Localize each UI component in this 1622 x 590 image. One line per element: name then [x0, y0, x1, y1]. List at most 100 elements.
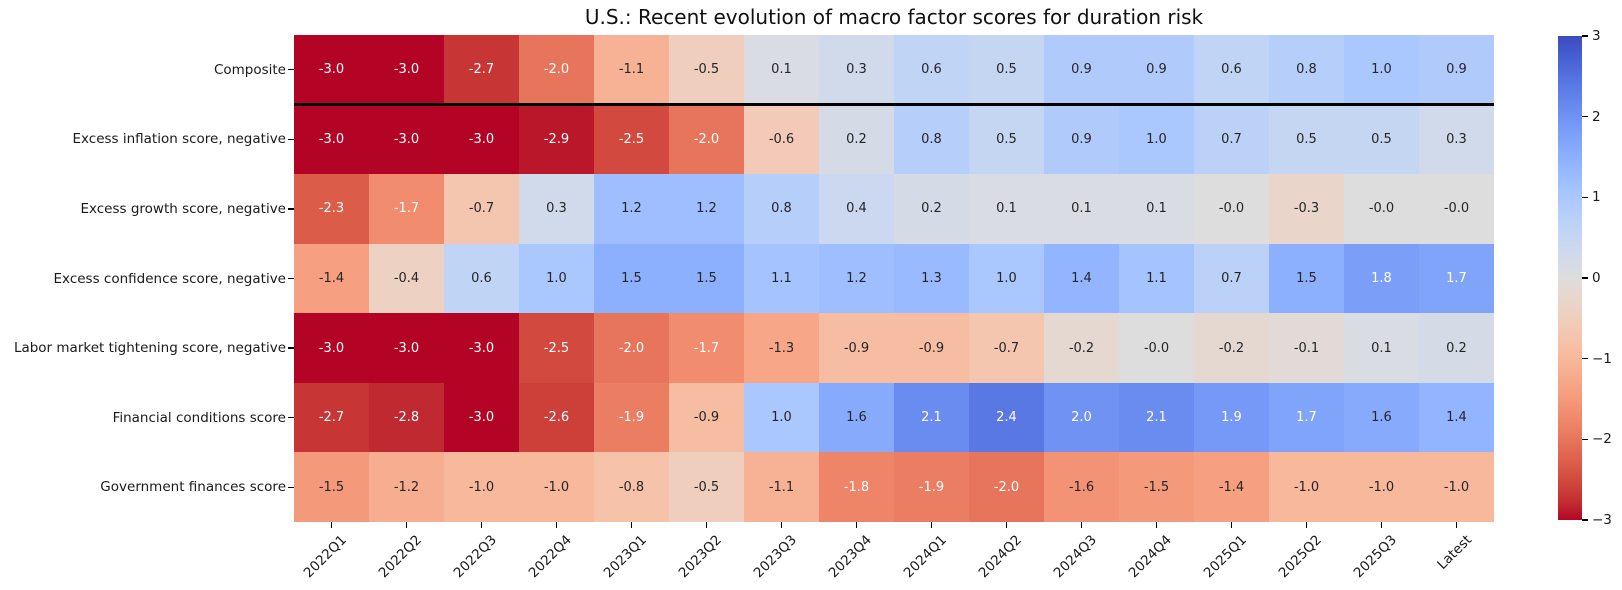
heatmap-cell: -0.0	[1419, 174, 1494, 244]
cell-value: -3.0	[318, 340, 345, 356]
cell-value: -0.9	[843, 340, 870, 356]
cell-value: 0.2	[1446, 340, 1467, 356]
cell-value: -3.0	[318, 131, 345, 147]
heatmap-cell: -2.9	[519, 104, 594, 175]
cell-value: -1.0	[1293, 479, 1320, 495]
cell-value: -2.6	[543, 410, 570, 426]
x-tick-mark	[1155, 522, 1158, 528]
x-tick-label: 2022Q4	[525, 532, 575, 582]
y-tick-mark	[288, 208, 294, 210]
cell-value: -3.0	[468, 340, 495, 356]
heatmap-cell: -2.7	[294, 382, 369, 453]
cell-value: -0.0	[1143, 340, 1170, 356]
heatmap-cell: -0.2	[1044, 313, 1119, 383]
heatmap-cell: 0.1	[1044, 174, 1119, 244]
cell-value: 1.2	[696, 201, 717, 217]
cell-value: -2.5	[543, 340, 570, 356]
colorbar-tick-mark	[1582, 357, 1588, 360]
composite-separator-line	[294, 103, 1494, 107]
heatmap-cell: -2.6	[519, 382, 594, 453]
x-tick-mark	[1005, 522, 1008, 528]
heatmap-cell: -2.8	[369, 382, 444, 453]
cell-value: -1.5	[1143, 479, 1170, 495]
cell-value: 0.3	[546, 201, 567, 217]
heatmap-cell: 1.0	[744, 382, 819, 453]
x-tick-mark	[855, 522, 858, 528]
heatmap-cell: 0.1	[1344, 313, 1419, 383]
cell-value: -1.2	[393, 479, 420, 495]
cell-value: -0.9	[693, 410, 720, 426]
cell-value: 1.5	[1296, 270, 1317, 286]
cell-value: 0.9	[1071, 62, 1092, 78]
heatmap-cell: 1.5	[669, 243, 744, 314]
cell-value: -0.6	[768, 131, 795, 147]
heatmap-cell: 1.8	[1344, 243, 1419, 314]
colorbar-tick-mark	[1582, 519, 1588, 521]
heatmap-cell: -3.0	[294, 313, 369, 383]
cell-value: 1.3	[921, 270, 942, 286]
cell-value: 2.1	[921, 410, 942, 426]
y-tick-mark	[288, 416, 294, 419]
heatmap-cell: -3.0	[369, 104, 444, 175]
y-tick-mark	[288, 347, 294, 349]
x-tick-mark	[1080, 522, 1083, 528]
heatmap-cell: 0.3	[819, 35, 894, 105]
cell-value: 1.4	[1071, 270, 1092, 286]
cell-value: -0.7	[468, 201, 495, 217]
cell-value: -0.1	[1293, 340, 1320, 356]
heatmap-cell: 0.2	[1419, 313, 1494, 383]
heatmap-cell: 0.8	[894, 104, 969, 175]
cell-value: 0.1	[1146, 201, 1167, 217]
cell-value: -1.0	[1443, 479, 1470, 495]
colorbar-tick-label: −3	[1592, 512, 1612, 528]
heatmap-cell: -1.0	[1269, 452, 1344, 522]
cell-value: 1.1	[771, 270, 792, 286]
cell-value: 1.9	[1221, 410, 1242, 426]
cell-value: -1.5	[318, 479, 345, 495]
colorbar-tick-mark	[1582, 277, 1588, 279]
heatmap-cell: -1.9	[594, 382, 669, 453]
heatmap-cell: -1.5	[1119, 452, 1194, 522]
heatmap-cell: 1.0	[519, 243, 594, 314]
cell-value: 1.6	[1371, 410, 1392, 426]
heatmap-cell: -1.9	[894, 452, 969, 522]
row-label: Labor market tightening score, negative	[13, 340, 286, 357]
cell-value: 1.6	[846, 410, 867, 426]
heatmap-cell: -0.0	[1194, 174, 1269, 244]
heatmap-cell: -3.0	[369, 35, 444, 105]
cell-value: -1.3	[768, 340, 795, 356]
heatmap-cell: 0.1	[969, 174, 1044, 244]
cell-value: -2.7	[468, 62, 495, 78]
heatmap-cell: -2.5	[594, 104, 669, 175]
colorbar-gradient	[1558, 36, 1582, 520]
heatmap-cell: -3.0	[294, 104, 369, 175]
heatmap-cell: 0.2	[894, 174, 969, 244]
x-tick-label: 2025Q3	[1350, 532, 1400, 582]
heatmap-cell: 0.2	[819, 104, 894, 175]
cell-value: -3.0	[468, 131, 495, 147]
heatmap-cell: -0.3	[1269, 174, 1344, 244]
cell-value: 1.2	[621, 201, 642, 217]
cell-value: 0.9	[1446, 62, 1467, 78]
cell-value: 0.6	[921, 62, 942, 78]
heatmap-cell: 0.5	[1269, 104, 1344, 175]
cell-value: 0.8	[1296, 62, 1317, 78]
cell-value: -3.0	[393, 340, 420, 356]
heatmap-cell: 0.8	[744, 174, 819, 244]
heatmap-cell: 1.1	[744, 243, 819, 314]
cell-value: 0.8	[771, 201, 792, 217]
heatmap-cell: 1.4	[1419, 382, 1494, 453]
heatmap-cell: 1.0	[1119, 104, 1194, 175]
heatmap-cell: 1.6	[819, 382, 894, 453]
cell-value: -0.5	[693, 479, 720, 495]
cell-value: 0.7	[1221, 270, 1242, 286]
cell-value: 1.0	[996, 270, 1017, 286]
heatmap-cell: -1.0	[1344, 452, 1419, 522]
x-tick-label: 2024Q3	[1050, 532, 1100, 582]
colorbar-tick-mark	[1582, 196, 1588, 199]
heatmap-cell: 1.2	[819, 243, 894, 314]
heatmap-cell: -0.1	[1269, 313, 1344, 383]
cell-value: -1.0	[543, 479, 570, 495]
x-tick-label: 2024Q1	[900, 532, 950, 582]
cell-value: 1.7	[1296, 410, 1317, 426]
